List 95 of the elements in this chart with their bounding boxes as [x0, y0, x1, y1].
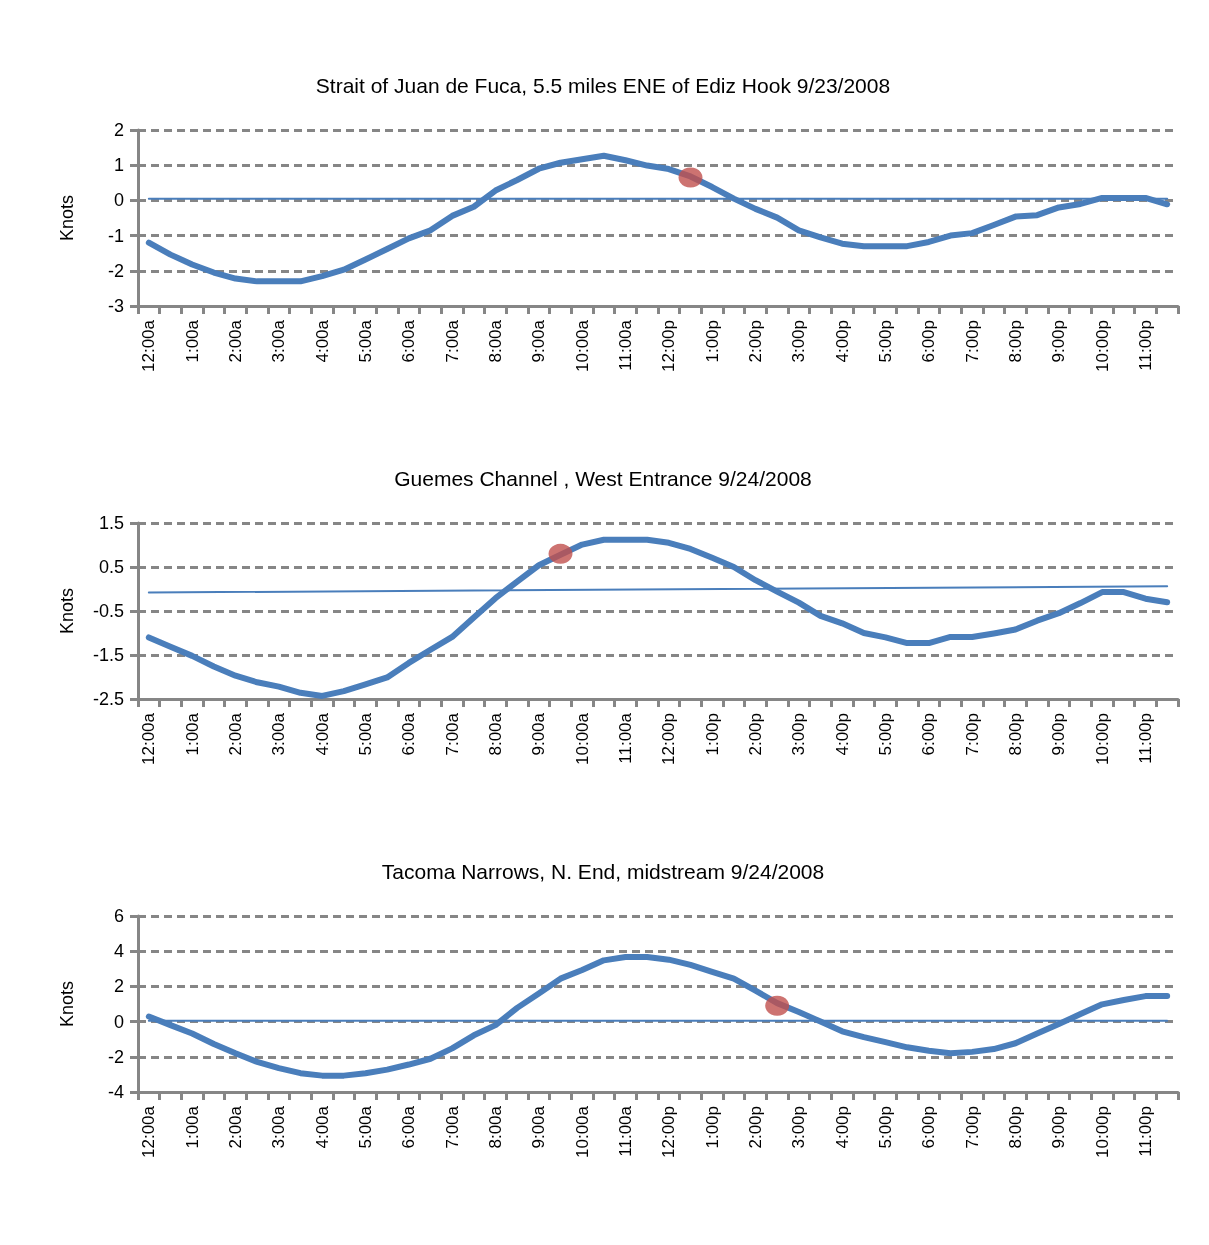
x-tick-label: 7:00p — [962, 320, 982, 363]
x-tick-label: 7:00a — [442, 319, 462, 363]
x-tick-label: 1:00p — [702, 1106, 722, 1149]
x-tick-label: 4:00a — [312, 712, 332, 756]
y-tick-label: -2 — [107, 1046, 124, 1067]
x-tick-label: 9:00p — [1049, 320, 1069, 363]
y-tick-label: 0 — [113, 1011, 124, 1032]
x-tick-label: 12:00a — [139, 319, 159, 372]
x-tick-label: 11:00p — [1136, 713, 1155, 764]
x-tick-label: 8:00p — [1006, 1106, 1025, 1149]
x-tick-label: 4:00a — [312, 1105, 332, 1149]
x-tick-label: 5:00a — [356, 712, 375, 756]
chart-title: Guemes Channel , West Entrance 9/24/2008 — [394, 467, 812, 490]
y-tick-label: -2 — [107, 260, 124, 281]
x-tick-label: 6:00p — [919, 320, 939, 363]
y-tick-label: -1 — [107, 225, 124, 246]
x-tick-label: 10:00p — [1092, 320, 1112, 372]
x-tick-label: 1:00p — [702, 713, 722, 756]
x-tick-label: 3:00a — [269, 1105, 289, 1149]
x-tick-label: 6:00a — [399, 1105, 419, 1149]
x-tick-label: 11:00p — [1136, 1106, 1155, 1157]
y-tick-label: -2.5 — [92, 689, 124, 709]
x-tick-label: 12:00p — [659, 320, 679, 372]
y-tick-label: -4 — [107, 1082, 124, 1102]
x-tick-label: 2:00p — [746, 1106, 765, 1149]
x-tick-label: 5:00p — [876, 320, 895, 363]
y-tick-label: 0.5 — [98, 557, 124, 577]
y-axis-title: Knots — [57, 194, 77, 242]
x-tick-label: 7:00a — [442, 1105, 462, 1149]
y-tick-label: 6 — [113, 906, 124, 926]
x-tick-label: 2:00p — [746, 320, 765, 363]
x-tick-label: 2:00a — [226, 1105, 245, 1149]
x-tick-label: 4:00a — [312, 319, 332, 363]
x-tick-label: 7:00p — [962, 713, 982, 756]
x-tick-label: 11:00a — [616, 1105, 635, 1157]
x-tick-label: 8:00p — [1006, 320, 1025, 363]
y-axis-title: Knots — [57, 980, 77, 1028]
x-tick-label: 11:00a — [616, 712, 635, 764]
y-tick-label: 2 — [113, 120, 124, 140]
x-tick-label: 4:00p — [832, 1106, 852, 1149]
x-tick-label: 2:00a — [226, 712, 245, 756]
x-tick-label: 12:00p — [659, 1106, 679, 1158]
x-tick-label: 11:00p — [1136, 320, 1155, 371]
x-tick-label: 9:00p — [1049, 713, 1069, 756]
y-tick-label: 4 — [113, 941, 124, 962]
x-tick-label: 10:00a — [572, 1105, 592, 1158]
x-tick-label: 4:00p — [832, 320, 852, 363]
x-tick-label: 3:00a — [269, 712, 289, 756]
y-axis-title: Knots — [57, 587, 77, 635]
x-tick-label: 3:00p — [789, 713, 809, 756]
y-tick-label: -0.5 — [92, 601, 124, 621]
x-tick-label: 10:00p — [1092, 713, 1112, 765]
x-tick-label: 12:00a — [139, 712, 159, 765]
x-tick-label: 10:00a — [572, 319, 592, 372]
x-tick-label: 11:00a — [616, 319, 635, 371]
x-tick-label: 9:00p — [1049, 1106, 1069, 1149]
x-tick-label: 6:00p — [919, 1106, 939, 1149]
x-tick-label: 12:00a — [139, 1105, 159, 1158]
y-tick-label: -1.5 — [92, 645, 124, 665]
x-tick-label: 6:00a — [399, 712, 419, 756]
x-tick-label: 9:00a — [529, 319, 549, 363]
x-tick-label: 7:00a — [442, 712, 462, 756]
x-tick-label: 9:00a — [529, 712, 549, 756]
x-tick-label: 3:00p — [789, 320, 809, 363]
chart-title: Tacoma Narrows, N. End, midstream 9/24/2008 — [381, 860, 825, 883]
y-tick-label: 0 — [113, 190, 124, 211]
x-tick-label: 7:00p — [962, 1106, 982, 1149]
x-tick-label: 8:00a — [486, 319, 505, 363]
x-tick-label: 8:00a — [486, 1105, 505, 1149]
x-tick-label: 3:00a — [269, 319, 289, 363]
y-tick-label: 2 — [113, 976, 124, 997]
x-tick-label: 10:00p — [1092, 1106, 1112, 1158]
x-tick-label: 1:00a — [182, 1105, 202, 1149]
x-tick-label: 1:00a — [182, 319, 202, 363]
y-tick-label: -3 — [107, 296, 124, 316]
x-tick-label: 10:00a — [572, 712, 592, 765]
chart-title: Strait of Juan de Fuca, 5.5 miles ENE of Ediz Hook 9/23/2008 — [315, 74, 891, 97]
x-tick-label: 4:00p — [832, 713, 852, 756]
x-tick-label: 2:00p — [746, 713, 765, 756]
x-tick-label: 8:00a — [486, 712, 505, 756]
x-tick-label: 5:00p — [876, 1106, 895, 1149]
x-tick-label: 12:00p — [659, 713, 679, 765]
y-tick-label: 1.5 — [98, 513, 124, 533]
x-tick-label: 6:00a — [399, 319, 419, 363]
x-tick-label: 2:00a — [226, 319, 245, 363]
x-tick-label: 1:00a — [182, 712, 202, 756]
x-tick-label: 1:00p — [702, 320, 722, 363]
x-tick-label: 5:00a — [356, 319, 375, 363]
x-tick-label: 5:00a — [356, 1105, 375, 1149]
x-tick-label: 6:00p — [919, 713, 939, 756]
x-tick-label: 9:00a — [529, 1105, 549, 1149]
y-tick-label: 1 — [113, 155, 124, 176]
x-tick-label: 8:00p — [1006, 713, 1025, 756]
x-tick-label: 3:00p — [789, 1106, 809, 1149]
x-tick-label: 5:00p — [876, 713, 895, 756]
